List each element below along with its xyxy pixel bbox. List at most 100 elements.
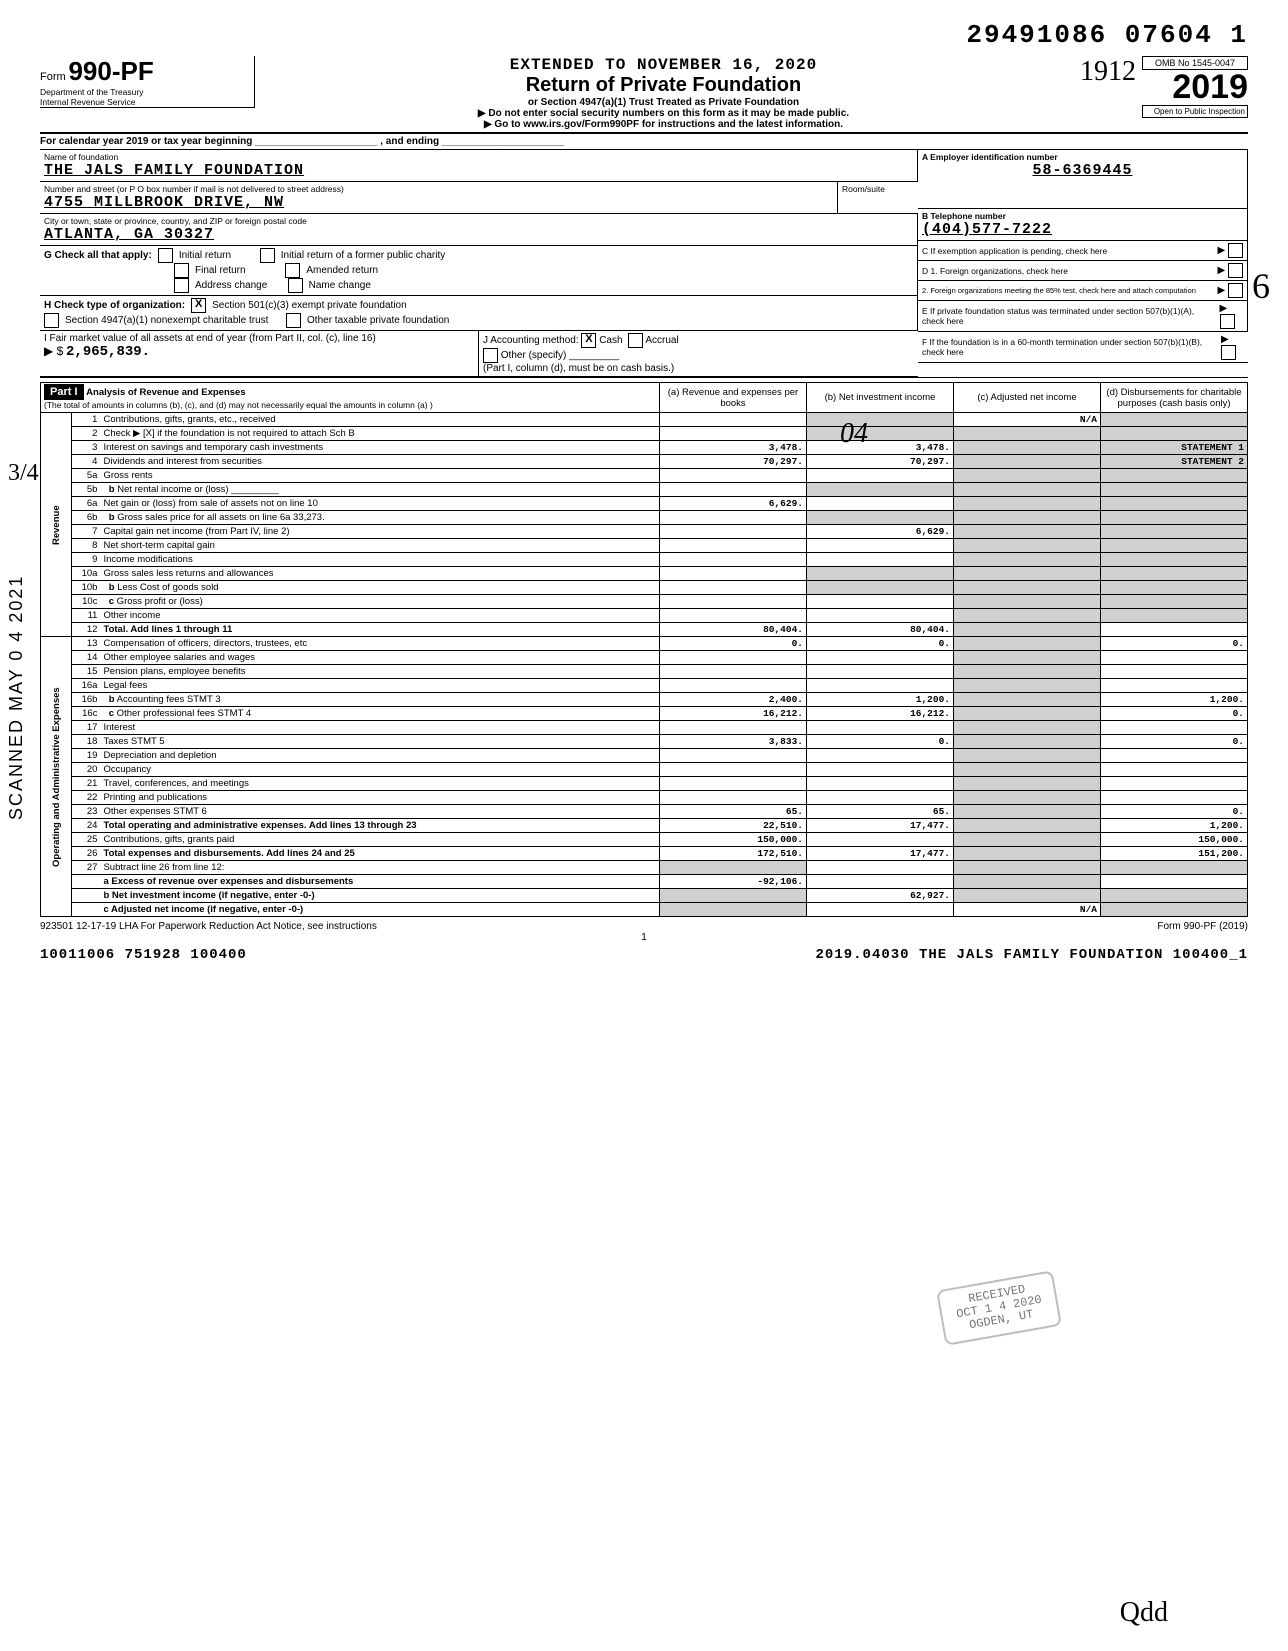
table-row: 25Contributions, gifts, grants paid150,0…: [41, 833, 1248, 847]
amount-cell: [807, 749, 954, 763]
row-description: Interest on savings and temporary cash i…: [100, 441, 659, 455]
table-row: 6b b Gross sales price for all assets on…: [41, 511, 1248, 525]
initial-return-checkbox[interactable]: [158, 248, 173, 263]
exemption-pending-checkbox[interactable]: [1228, 243, 1243, 258]
foreign-org-checkbox[interactable]: [1228, 263, 1243, 278]
row-number: 2: [72, 427, 101, 441]
row-description: Other expenses STMT 6: [100, 805, 659, 819]
amount-cell: [1101, 483, 1248, 497]
amount-cell: [954, 707, 1101, 721]
scanned-stamp: SCANNED MAY 0 4 2021: [6, 575, 27, 820]
amount-cell: [660, 777, 807, 791]
name-change-checkbox[interactable]: [288, 278, 303, 293]
extended-to: EXTENDED TO NOVEMBER 16, 2020: [255, 56, 1072, 74]
table-row: 23Other expenses STMT 665.65.0.: [41, 805, 1248, 819]
amount-cell: [1101, 889, 1248, 903]
amount-cell: [1101, 861, 1248, 875]
amount-cell: [1101, 763, 1248, 777]
accrual-checkbox[interactable]: [628, 333, 643, 348]
amount-cell: [807, 469, 954, 483]
row-number: 10b: [72, 581, 101, 595]
row-description: Dividends and interest from securities: [100, 455, 659, 469]
4947-checkbox[interactable]: [44, 313, 59, 328]
status-terminated-checkbox[interactable]: [1220, 314, 1235, 329]
row-number: 4: [72, 455, 101, 469]
amount-cell: [954, 735, 1101, 749]
row-description: Gross rents: [100, 469, 659, 483]
table-row: 2Check ▶ [X] if the foundation is not re…: [41, 427, 1248, 441]
amended-return-checkbox[interactable]: [285, 263, 300, 278]
amount-cell: [807, 875, 954, 889]
amount-cell: 17,477.: [807, 819, 954, 833]
amount-cell: N/A: [954, 903, 1101, 917]
dept-treasury: Department of the Treasury: [40, 87, 250, 97]
amount-cell: [954, 525, 1101, 539]
amount-cell: 0.: [1101, 735, 1248, 749]
other-method-checkbox[interactable]: [483, 348, 498, 363]
signature: Qdd: [1120, 1597, 1168, 1629]
row-number: 26: [72, 847, 101, 861]
cash-checkbox[interactable]: [581, 333, 596, 348]
amount-cell: [807, 721, 954, 735]
address-change-checkbox[interactable]: [174, 278, 189, 293]
j-label: J Accounting method:: [483, 335, 579, 346]
row-number: 17: [72, 721, 101, 735]
j-other: Other (specify) _________: [501, 350, 619, 361]
60-month-checkbox[interactable]: [1221, 345, 1236, 360]
row-number: 27: [72, 861, 101, 875]
amount-cell: [1101, 539, 1248, 553]
amount-cell: [954, 889, 1101, 903]
g-opt-3: Initial return of a former public charit…: [281, 250, 446, 261]
table-row: 15Pension plans, employee benefits: [41, 665, 1248, 679]
amount-cell: [1101, 791, 1248, 805]
row-description: a Excess of revenue over expenses and di…: [100, 875, 659, 889]
row-description: c Adjusted net income (if negative, ente…: [100, 903, 659, 917]
lha-notice: 923501 12-17-19 LHA For Paperwork Reduct…: [40, 921, 377, 932]
amount-cell: [660, 749, 807, 763]
amount-cell: STATEMENT 1: [1101, 441, 1248, 455]
amount-cell: 0.: [807, 637, 954, 651]
row-number: 3: [72, 441, 101, 455]
other-taxable-checkbox[interactable]: [286, 313, 301, 328]
table-row: Revenue1Contributions, gifts, grants, et…: [41, 413, 1248, 427]
amount-cell: 1,200.: [807, 693, 954, 707]
amount-cell: [954, 665, 1101, 679]
foreign-85-checkbox[interactable]: [1228, 283, 1243, 298]
amount-cell: [1101, 595, 1248, 609]
c-label: C If exemption application is pending, c…: [922, 246, 1107, 256]
form-number: 990-PF: [68, 56, 153, 86]
row-description: Occupancy: [100, 763, 659, 777]
form-id-box: Form 990-PF Department of the Treasury I…: [40, 56, 255, 108]
h-4947: Section 4947(a)(1) nonexempt charitable …: [65, 315, 268, 326]
amount-cell: [1101, 903, 1248, 917]
row-description: Total. Add lines 1 through 11: [100, 623, 659, 637]
amount-cell: [1101, 497, 1248, 511]
amount-cell: [807, 791, 954, 805]
amount-cell: [807, 567, 954, 581]
amount-cell: [1101, 609, 1248, 623]
amount-cell: [660, 665, 807, 679]
amount-cell: [1101, 469, 1248, 483]
calendar-year-line: For calendar year 2019 or tax year begin…: [40, 134, 1248, 150]
row-number: 6a: [72, 497, 101, 511]
address-label: Number and street (or P O box number if …: [44, 184, 833, 194]
amount-cell: 16,212.: [807, 707, 954, 721]
amount-cell: [1101, 623, 1248, 637]
col-d-header: (d) Disbursements for charitable purpose…: [1101, 383, 1248, 413]
amount-cell: [954, 777, 1101, 791]
amount-cell: [1101, 679, 1248, 693]
table-row: 26Total expenses and disbursements. Add …: [41, 847, 1248, 861]
table-row: 21Travel, conferences, and meetings: [41, 777, 1248, 791]
table-row: 5b b Net rental income or (loss) _______…: [41, 483, 1248, 497]
d2-label: 2. Foreign organizations meeting the 85%…: [922, 286, 1196, 295]
final-return-checkbox[interactable]: [174, 263, 189, 278]
subtitle-1: or Section 4947(a)(1) Trust Treated as P…: [255, 97, 1072, 108]
amount-cell: [807, 777, 954, 791]
f-label: F If the foundation is in a 60-month ter…: [922, 337, 1215, 357]
street-address: 4755 MILLBROOK DRIVE, NW: [44, 194, 833, 211]
amount-cell: [807, 413, 954, 427]
former-charity-checkbox[interactable]: [260, 248, 275, 263]
amount-cell: [954, 567, 1101, 581]
501c3-checkbox[interactable]: [191, 298, 206, 313]
row-description: Taxes STMT 5: [100, 735, 659, 749]
